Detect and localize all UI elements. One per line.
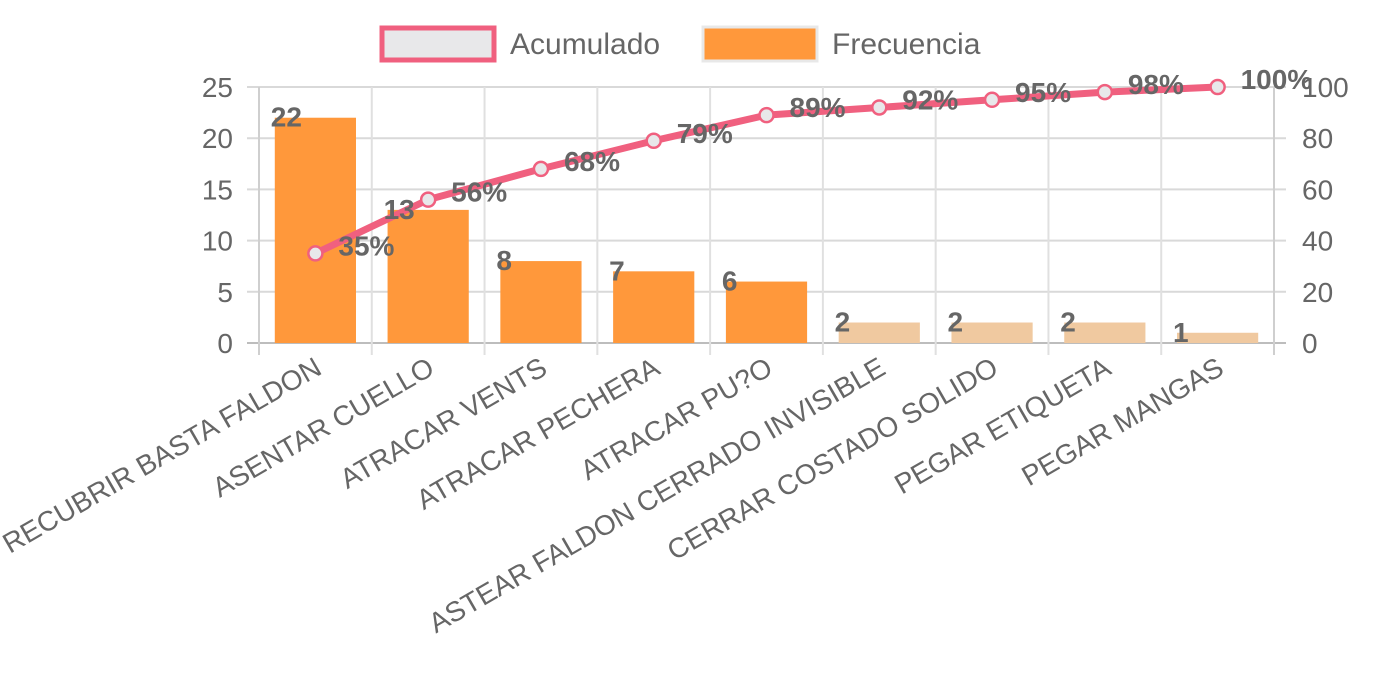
line-value-label: 98% (1128, 69, 1184, 100)
bar-value-label: 1 (1173, 317, 1189, 348)
bar-3[interactable] (500, 261, 582, 343)
y-right-tick-label: 40 (1302, 226, 1333, 257)
line-point-7[interactable] (983, 91, 1001, 109)
y-left-tick-label: 15 (202, 174, 233, 205)
bar-value-label: 2 (1060, 307, 1076, 338)
line-point-6[interactable] (871, 99, 888, 116)
legend-swatch-frecuencia[interactable] (701, 25, 819, 63)
y-left-tick-label: 10 (202, 226, 233, 257)
y-right-tick-label: 0 (1302, 328, 1318, 359)
line-value-label: 95% (1015, 77, 1071, 108)
y-left-tick-label: 25 (202, 72, 233, 103)
y-left-tick-label: 20 (202, 123, 233, 154)
bar-7[interactable] (951, 322, 1033, 343)
legend[interactable]: Acumulado Frecuencia (379, 25, 981, 63)
bar-value-label: 2 (835, 307, 851, 338)
line-point-3[interactable] (532, 160, 550, 178)
x-tick-label: PEGAR MANGAS (1016, 351, 1228, 491)
bars (274, 117, 1259, 343)
line-point-5[interactable] (758, 106, 775, 124)
y-right-tick-label: 60 (1302, 174, 1333, 205)
bar-1[interactable] (274, 117, 356, 343)
bar-8[interactable] (1064, 322, 1146, 343)
legend-label-frecuencia[interactable]: Frecuencia (832, 28, 981, 61)
x-tick-label: PEGAR ETIQUETA (889, 351, 1116, 500)
bar-2[interactable] (387, 209, 469, 343)
line-value-label: 56% (451, 177, 507, 208)
line-point-2[interactable] (419, 191, 437, 208)
line-value-label: 89% (790, 92, 846, 123)
bar-value-label: 8 (496, 245, 512, 276)
y-left-tick-label: 0 (217, 328, 233, 359)
bar-9[interactable] (1177, 332, 1259, 343)
bar-value-label: 13 (384, 194, 415, 225)
bar-value-label: 6 (722, 266, 738, 297)
y-right-tick-label: 20 (1302, 277, 1333, 308)
bar-value-label: 22 (271, 102, 302, 133)
y-right-tick-label: 100 (1302, 72, 1349, 103)
bar-6[interactable] (838, 322, 920, 343)
line-point-8[interactable] (1096, 83, 1114, 101)
cumulative-line (307, 78, 1226, 262)
line-value-label: 92% (902, 84, 958, 115)
y-left-tick-label: 5 (217, 277, 233, 308)
legend-label-acumulado[interactable]: Acumulado (510, 28, 660, 61)
line-point-1[interactable] (307, 245, 324, 262)
y-right-tick-label: 80 (1302, 123, 1333, 154)
bar-5[interactable] (725, 281, 808, 343)
bar-value-label: 2 (947, 307, 963, 338)
bar-value-label: 7 (609, 255, 625, 286)
bar-4[interactable] (613, 271, 695, 343)
line-value-label: 100% (1241, 64, 1313, 95)
line-point-9[interactable] (1209, 78, 1226, 96)
line-value-label: 68% (564, 146, 620, 177)
legend-swatch-acumulado[interactable] (379, 25, 497, 63)
line-value-label: 35% (338, 230, 394, 261)
line-value-label: 79% (677, 118, 733, 149)
line-point-4[interactable] (645, 132, 662, 150)
